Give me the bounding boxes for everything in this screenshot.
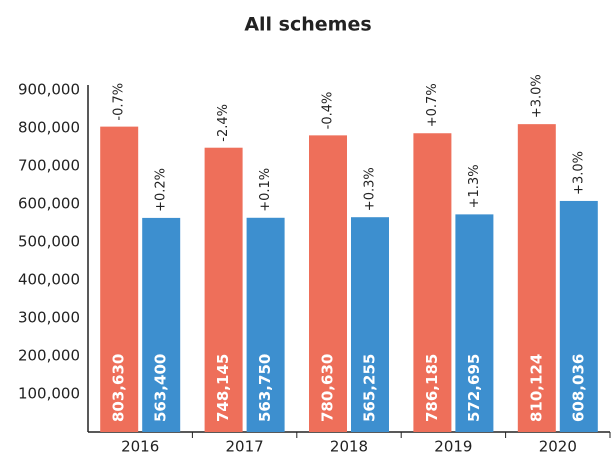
x-tick-label: 2017 (226, 438, 264, 455)
bar (100, 126, 139, 432)
bar (204, 147, 243, 432)
change-label: -2.4% (216, 104, 231, 142)
y-tick-label: 500,000 (18, 233, 80, 251)
bar (309, 135, 347, 432)
value-label: 786,185 (423, 354, 441, 422)
x-tick-label: 2016 (121, 438, 159, 455)
x-tick-label: 2019 (434, 438, 472, 455)
bar (559, 200, 598, 432)
y-tick-label: 600,000 (18, 195, 80, 213)
value-label: 748,145 (214, 354, 232, 422)
bar (351, 217, 389, 432)
change-label: +3.0% (571, 151, 586, 195)
y-tick-label: 300,000 (18, 309, 80, 327)
chart-title: All schemes (244, 14, 371, 36)
bar (455, 214, 494, 432)
x-tick-label: 2018 (330, 438, 368, 455)
bar (246, 217, 285, 432)
x-tick-label: 2020 (539, 438, 577, 455)
change-label: -0.7% (112, 83, 127, 121)
value-label: 810,124 (527, 354, 545, 422)
value-label: 780,630 (319, 354, 337, 422)
value-label: 565,255 (361, 354, 379, 422)
bar (413, 133, 452, 432)
change-label: +1.3% (467, 164, 482, 208)
y-tick-label: 700,000 (18, 157, 80, 175)
y-tick-label: 800,000 (18, 119, 80, 137)
value-label: 563,750 (256, 354, 274, 422)
change-label: +0.3% (363, 167, 378, 211)
bar (142, 217, 181, 432)
value-label: 563,400 (152, 354, 170, 422)
y-tick-label: 100,000 (18, 385, 80, 403)
value-label: 572,695 (465, 354, 483, 422)
y-tick-label: 200,000 (18, 347, 80, 365)
value-label: 608,036 (569, 354, 587, 422)
change-label: +0.7% (425, 83, 440, 127)
y-tick-label: 400,000 (18, 271, 80, 289)
y-tick-label: 900,000 (18, 81, 80, 99)
change-label: +0.1% (258, 168, 273, 212)
bar (517, 124, 556, 432)
change-label: -0.4% (321, 92, 336, 130)
change-label: +0.2% (154, 168, 169, 212)
change-label: +3.0% (529, 74, 544, 118)
value-label: 803,630 (110, 354, 128, 422)
